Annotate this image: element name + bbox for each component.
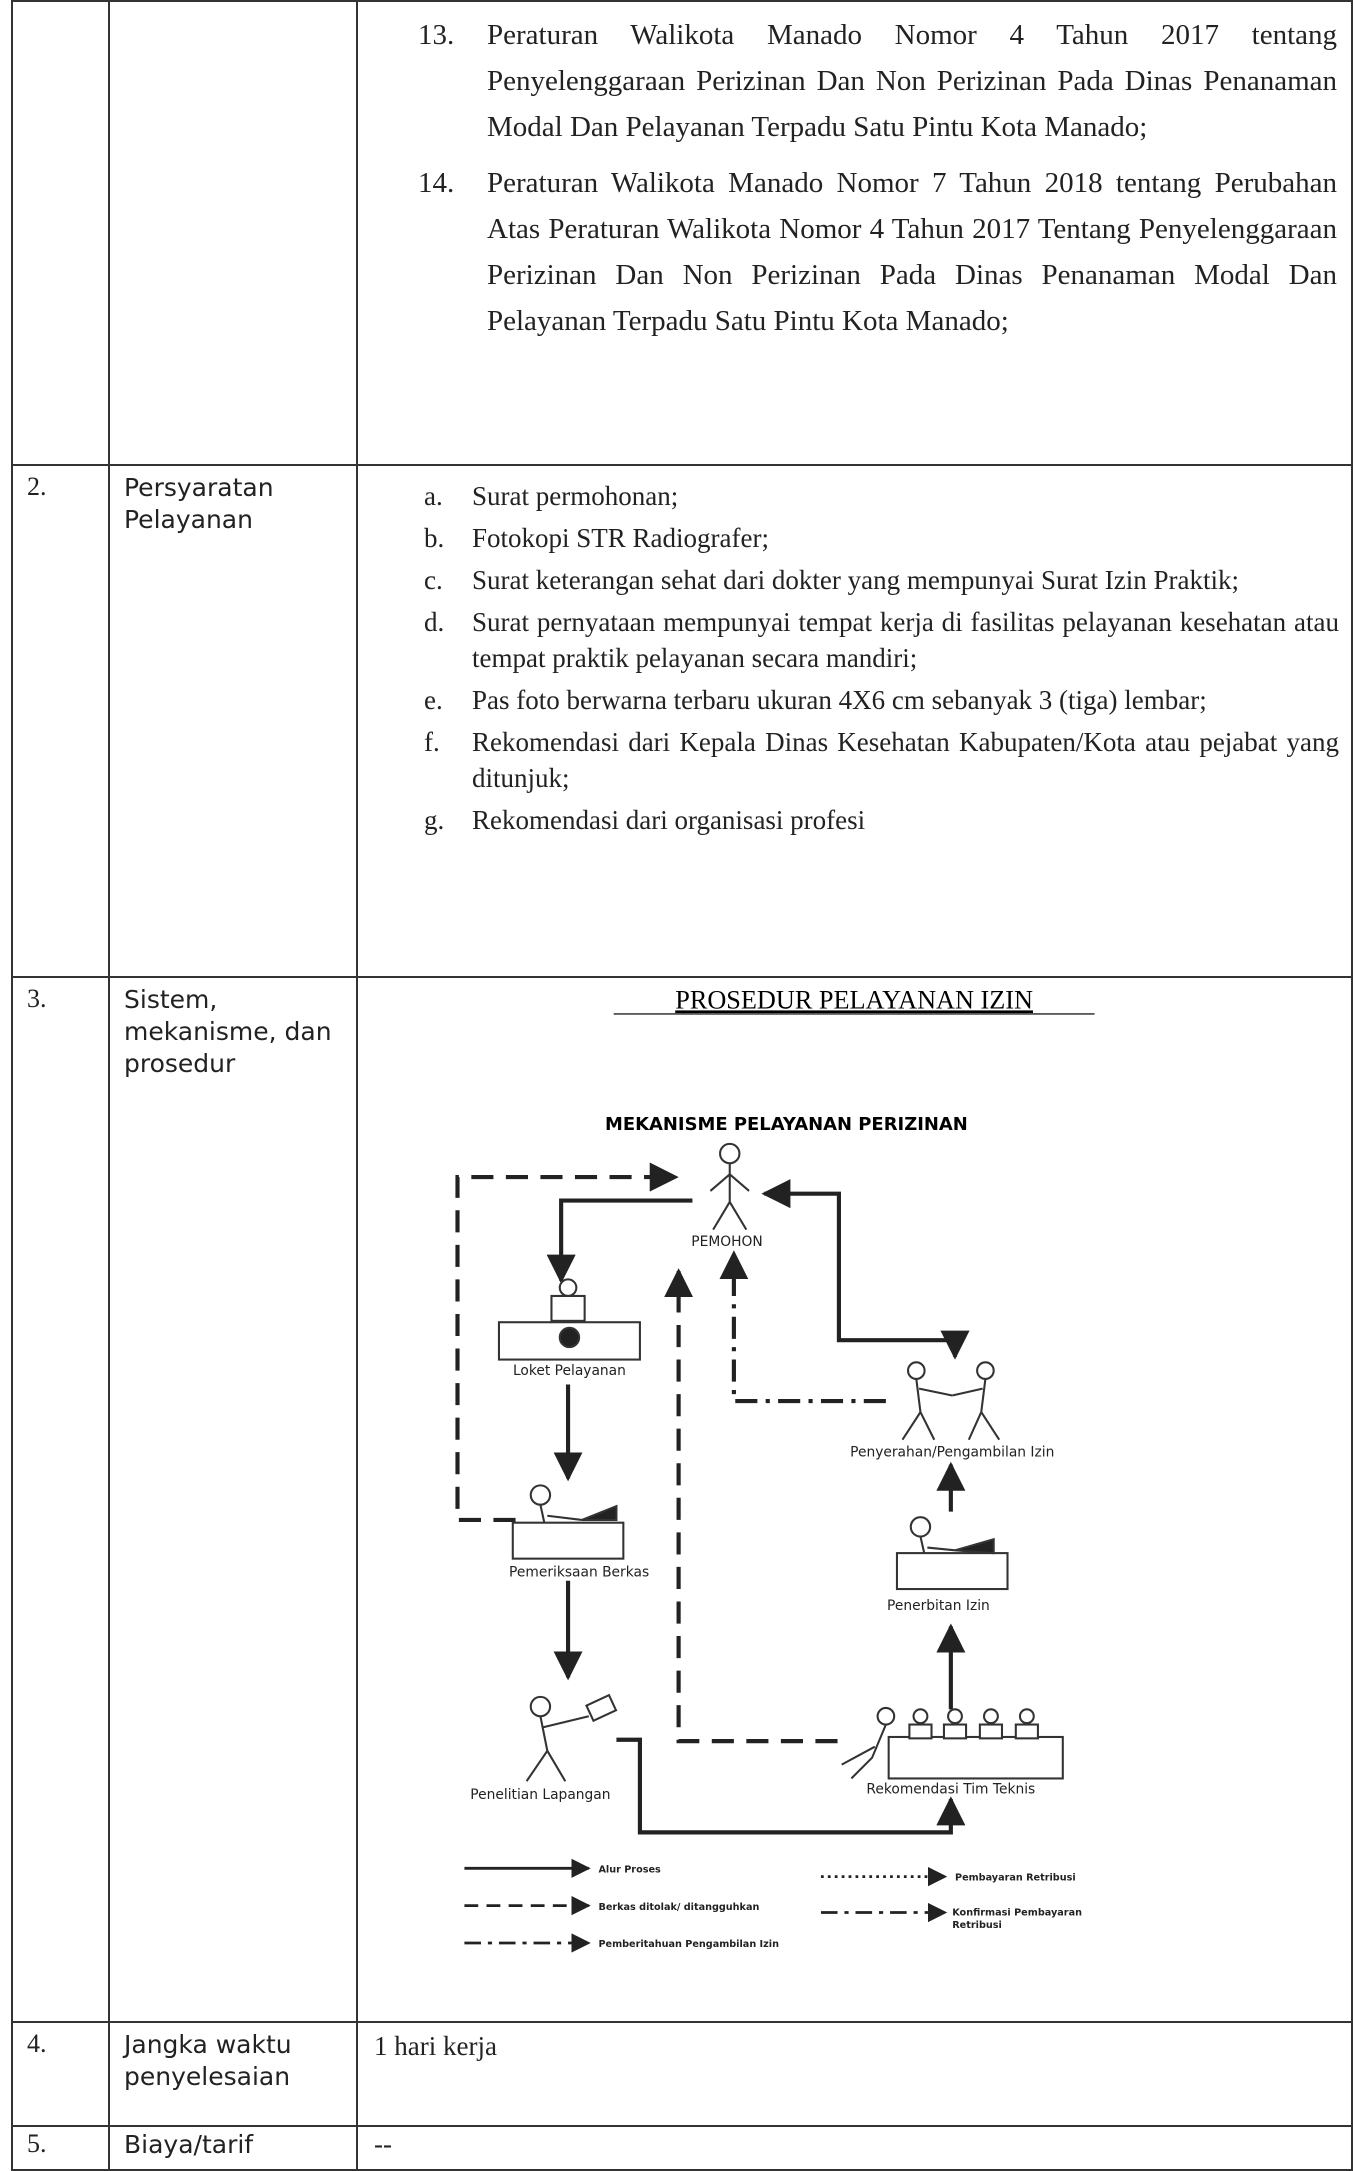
list-item: f. Rekomendasi dari Kepala Dinas Kesehata… [424,724,1339,796]
legend-label: Konfirmasi Pembayaran Retribusi [952,1907,1083,1931]
node-label: Pemeriksaan Berkas [509,1565,649,1581]
node-label: Rekomendasi Tim Teknis [866,1782,1035,1798]
list-item: e. Pas foto berwarna terbaru ukuran 4X6 c… [424,682,1339,718]
item-text: Surat keterangan sehat dari dokter yang … [472,565,1240,595]
cell: 13. Peraturan Walikota Manado Nomor 4 Tah… [356,0,1353,466]
row: 5. Biaya/tarif -- [11,2125,1353,2171]
item-marker: a. [424,481,443,511]
item-marker: 14. [418,167,455,199]
row-number: 4. [11,2021,110,2127]
list-item: d. Surat pernyataan mempunyai tempat kerj… [424,604,1339,676]
node-label: Penyerahan/Pengambilan Izin [850,1444,1054,1460]
item-text: Surat pernyataan mempunyai tempat kerja … [472,607,1339,673]
item-marker: 13. [418,19,455,51]
diagram-title: MEKANISME PELAYANAN PERIZINAN [605,1114,968,1135]
row: 13. Peraturan Walikota Manado Nomor 4 Tah… [11,0,1353,466]
diagram: PROSEDUR PELAYANAN IZIN MEKANISME PELAYA… [455,985,1095,1953]
row: 3. Sistem, mekanisme, dan prosedur PROSE… [11,976,1353,2023]
list-item: c. Surat keterangan sehat dari dokter yan… [424,562,1339,598]
cell: PROSEDUR PELAYANAN IZIN MEKANISME PELAYA… [356,976,1353,2023]
item-text: Rekomendasi dari organisasi profesi [472,805,866,835]
legend-label: Pemberitahuan Pengambilan Izin [598,1939,779,1950]
item-text: Rekomendasi dari Kepala Dinas Kesehatan … [472,727,1339,793]
list-item: 13. Peraturan Walikota Manado Nomor 4 Tah… [418,12,1337,150]
list: a. Surat permohonan; b. Fotokopi STR Radiog… [424,478,1339,838]
list: 13. Peraturan Walikota Manado Nomor 4 Tah… [418,12,1337,344]
row-number: 2. [11,464,110,978]
row-label: Biaya/tarif [108,2125,358,2171]
row-label: Persyaratan Pelayanan [108,464,358,978]
node-label: Penelitian Lapangan [470,1787,610,1803]
item-text: Peraturan Walikota Manado Nomor 4 Tahun … [487,19,1337,143]
item-marker: g. [424,805,445,835]
cell [108,0,358,466]
row: 2. Persyaratan Pelayanan a. Surat permoho… [11,464,1353,978]
item-marker: b. [424,523,445,553]
cell-text: 1 hari kerja [356,2021,1353,2127]
node-label: Loket Pelayanan [513,1363,626,1379]
row-label: Jangka waktu penyelesaian [108,2021,358,2127]
item-text: Surat permohonan; [472,481,679,511]
item-marker: d. [424,607,445,637]
node-label: PEMOHON [691,1234,762,1250]
list-item: b. Fotokopi STR Radiografer; [424,520,1339,556]
item-text: Fotokopi STR Radiografer; [472,523,769,553]
cell-text: -- [356,2125,1353,2171]
row-number: 5. [11,2125,110,2171]
legend-label: Berkas ditolak/ ditangguhkan [598,1902,759,1913]
legend-label: Pembayaran Retribusi [955,1873,1076,1884]
list-item: a. Surat permohonan; [424,478,1339,514]
service-table: 13. Peraturan Walikota Manado Nomor 4 Tah… [11,0,1353,2171]
legend-label: Alur Proses [598,1864,661,1875]
node-label: Penerbitan Izin [887,1598,990,1614]
cell: a. Surat permohonan; b. Fotokopi STR Radiog… [356,464,1353,978]
item-marker: c. [424,565,443,595]
item-text: Pas foto berwarna terbaru ukuran 4X6 cm … [472,685,1207,715]
item-text: Peraturan Walikota Manado Nomor 7 Tahun … [487,167,1337,337]
row: 4. Jangka waktu penyelesaian 1 hari kerj… [11,2021,1353,2127]
row-label: Sistem, mekanisme, dan prosedur [108,976,358,2023]
item-marker: e. [424,685,443,715]
diagram-heading: PROSEDUR PELAYANAN IZIN [675,985,1033,1014]
list-item: g. Rekomendasi dari organisasi profesi [424,802,1339,838]
list-item: 14. Peraturan Walikota Manado Nomor 7 Tah… [418,160,1337,344]
row-number: 3. [11,976,110,2023]
item-marker: f. [424,727,440,757]
cell [11,0,110,466]
